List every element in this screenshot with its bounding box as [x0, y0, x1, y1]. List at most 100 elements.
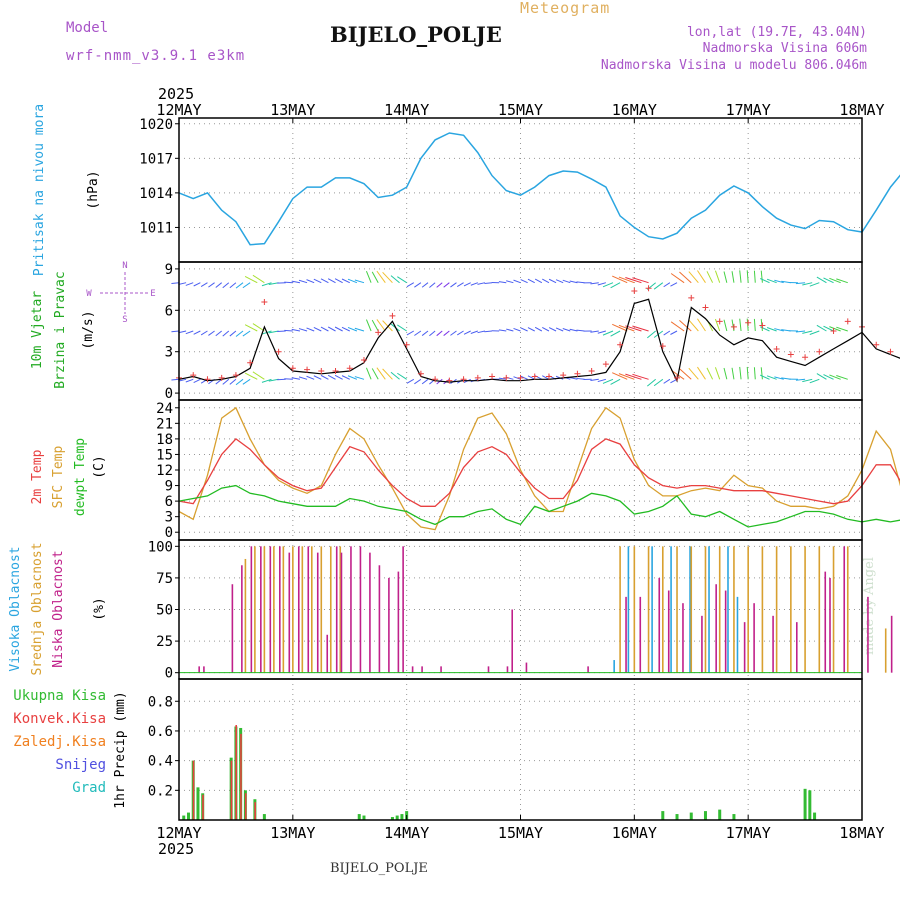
wind-speed-marker [887, 348, 894, 355]
y-tick-label: 6 [165, 494, 173, 510]
wind-arrow [376, 367, 386, 380]
wind-arrow [365, 319, 372, 332]
wind-arrow [506, 328, 514, 332]
wind-arrow [625, 277, 642, 284]
wind-arrow [313, 326, 322, 332]
wind-arrow [222, 330, 230, 337]
wind-arrow [235, 282, 244, 289]
wind-arrow [760, 278, 770, 284]
wind-arrow [284, 329, 293, 332]
wind-arrow [697, 366, 706, 380]
wind-arrow [354, 279, 365, 284]
wind-speed-marker [560, 372, 567, 379]
wind-arrow [242, 378, 251, 385]
wind-arrow [193, 378, 201, 384]
wind-arrow [371, 271, 379, 283]
wind-arrow [498, 281, 507, 284]
wind-arrow [341, 375, 350, 380]
wind-arrow [542, 375, 550, 380]
wind-arrow [590, 330, 599, 333]
wind-arrow [632, 373, 649, 380]
precip-total-bar [803, 788, 807, 820]
wind-arrow [731, 367, 735, 380]
wind-arrow [406, 330, 415, 336]
wind-speed-marker [816, 348, 823, 355]
wind-arrow [590, 282, 599, 285]
wind-arrow [753, 367, 756, 380]
wind-arrow [527, 278, 535, 284]
wind-speed-marker [332, 368, 339, 375]
wind-arrow [244, 372, 258, 380]
wind-arrow [555, 279, 564, 284]
wind-arrow [429, 282, 436, 288]
wind-arrow [746, 366, 749, 380]
wind-arrow [421, 378, 429, 385]
wind-arrow [760, 270, 763, 283]
precip-total-bar [813, 812, 817, 820]
precip-unit-label: 1hr Precip (mm) [113, 691, 128, 808]
wind-arrow [406, 378, 415, 384]
wind-arrow [597, 282, 607, 286]
wind-unit-label: (m/s) [81, 310, 96, 349]
year-label-top: 2025 [158, 85, 194, 103]
wind-arrow [397, 372, 407, 380]
wind-arrow [443, 330, 450, 336]
wind-arrow [520, 327, 528, 332]
wind-arrow [222, 282, 230, 289]
y-tick-label: 50 [156, 603, 173, 619]
wind-speed-line [178, 298, 900, 383]
wind-arrow [746, 270, 749, 283]
y-tick-label: 75 [156, 571, 173, 587]
chart-title: Meteogram [520, 0, 611, 17]
sfc-temp-axis-label: SFC Temp [51, 446, 66, 509]
wind-arrow [506, 280, 514, 284]
wind-arrow [298, 279, 308, 284]
wind-arrow [498, 329, 507, 332]
wind-arrow [548, 327, 557, 332]
wind-arrow [590, 378, 599, 382]
wind-speed-marker [289, 365, 296, 372]
wind-arrow [334, 326, 343, 332]
wind-arrow [527, 375, 535, 380]
wind-arrow [268, 330, 279, 334]
precip-total-bar [186, 812, 190, 820]
wind-arrow [421, 330, 429, 336]
low-cloud-axis-label: Niska Oblacnost [51, 550, 66, 667]
wind-arrow [670, 282, 678, 287]
wind-arrow [618, 276, 635, 284]
wind-arrow [284, 378, 293, 380]
wind-arrow [555, 327, 564, 332]
cloud-unit-label: (%) [92, 597, 107, 620]
wind-arrow [242, 282, 251, 289]
wind-speed-marker [787, 351, 794, 358]
wind-speed-marker [659, 343, 666, 350]
wind-speed-marker [730, 323, 737, 330]
precip-conv-bar [192, 760, 195, 820]
wind-arrow [484, 330, 493, 333]
dewpoint-line [178, 484, 900, 528]
precip-total-bar [689, 812, 693, 820]
wind-arrow [371, 319, 379, 332]
wind-arrow [252, 323, 265, 332]
wind-arrow [334, 374, 343, 380]
model-label: Model [66, 20, 109, 36]
wind-arrow [795, 282, 806, 285]
wind-arrow [739, 270, 742, 283]
wind-speed-marker [346, 365, 353, 372]
wind-arrow [450, 282, 457, 288]
wind-arrow [816, 324, 827, 332]
y-tick-label: 9 [165, 479, 173, 495]
wind-speed-marker [261, 299, 268, 306]
y-tick-label: 21 [156, 416, 173, 432]
precip-legend-label: Ukupna Kisa [13, 688, 106, 704]
y-tick-label: 12 [156, 463, 173, 479]
wind-arrow [397, 324, 407, 332]
wind-arrow [809, 330, 820, 335]
wind-arrow [382, 271, 393, 284]
wind-arrow [470, 282, 478, 286]
wind-arrow [484, 282, 493, 284]
wind-speed-marker [204, 376, 211, 383]
x-tick-label-bottom: 17MAY [726, 824, 771, 842]
wind-arrow [520, 279, 528, 284]
precip-total-bar [808, 790, 812, 820]
